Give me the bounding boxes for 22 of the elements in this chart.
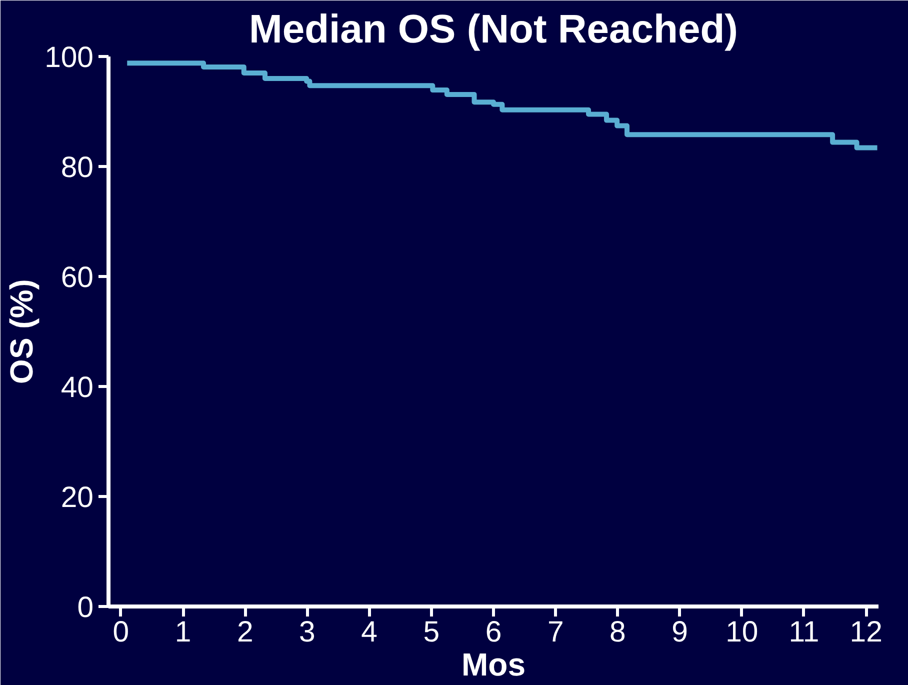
x-tick-label: 6	[485, 616, 502, 648]
y-axis-title: OS (%)	[4, 279, 40, 384]
x-tick-label: 12	[850, 616, 882, 648]
x-tick-label: 8	[610, 616, 626, 648]
x-tick-label: 2	[236, 616, 254, 648]
x-tick-label: 9	[672, 616, 688, 648]
x-tick-label: 3	[299, 616, 316, 648]
x-axis-title: Mos	[462, 646, 526, 682]
x-tick-label: 1	[174, 616, 192, 648]
y-tick-label: 100	[44, 41, 94, 74]
y-tick-label: 60	[60, 261, 94, 294]
x-tick-label: 7	[547, 616, 564, 648]
x-tick-label: 4	[361, 616, 378, 648]
y-tick-label: 0	[77, 591, 94, 624]
x-tick-label: 11	[788, 616, 820, 648]
x-tick-label: 10	[726, 616, 758, 648]
y-tick-label: 20	[60, 481, 94, 514]
y-tick-label: 80	[60, 151, 94, 184]
chart-title: Median OS (Not Reached)	[249, 8, 738, 52]
x-tick-label: 5	[423, 616, 440, 648]
y-tick-label: 40	[60, 371, 94, 404]
x-tick-label: 0	[112, 616, 130, 648]
